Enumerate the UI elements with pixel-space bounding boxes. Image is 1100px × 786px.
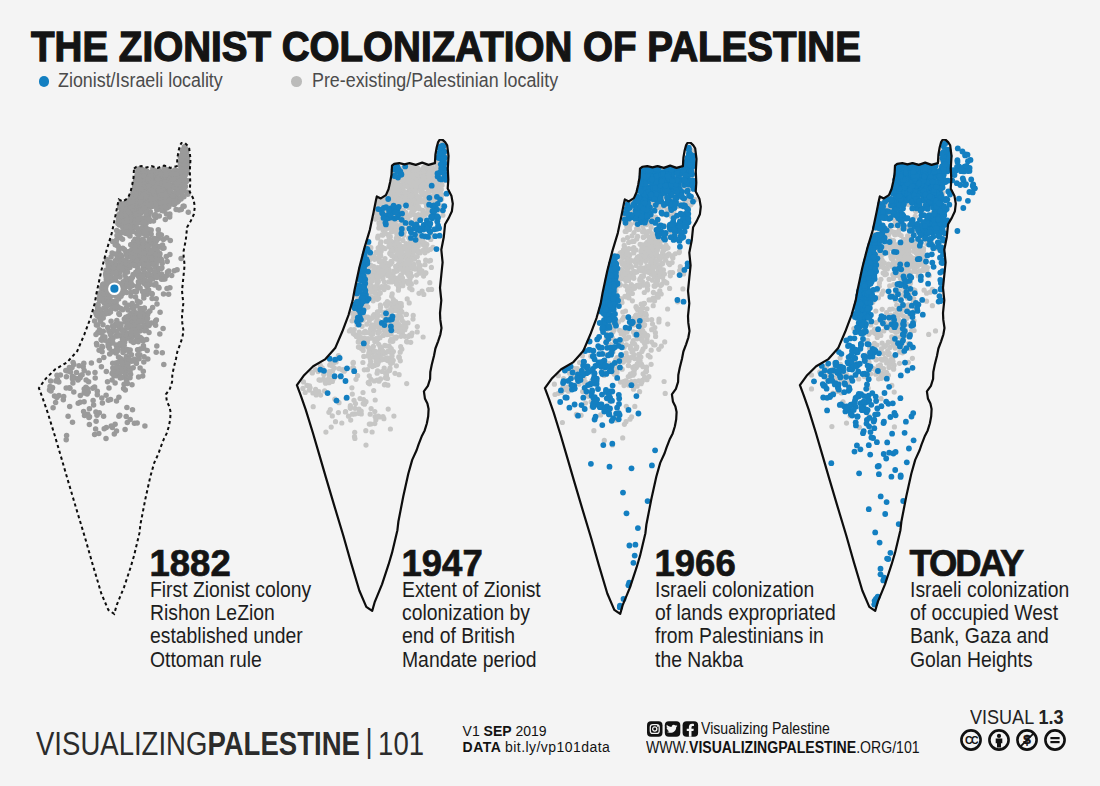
- svg-text:CC: CC: [965, 734, 979, 746]
